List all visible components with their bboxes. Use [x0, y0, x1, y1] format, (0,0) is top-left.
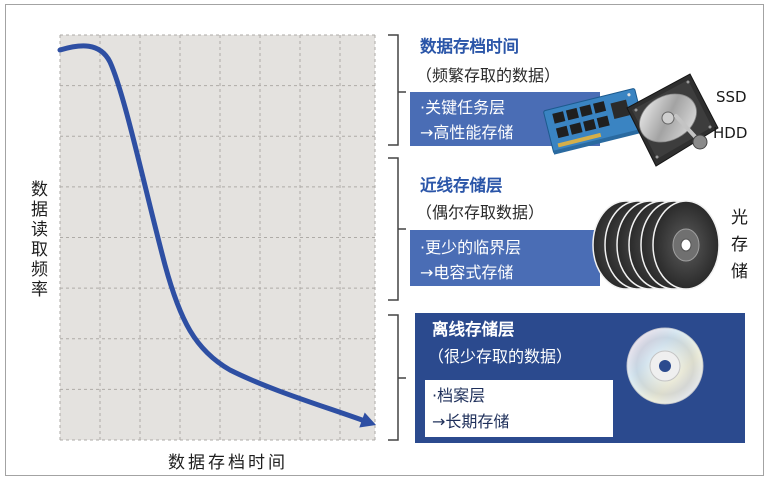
frequency-curve: [57, 43, 365, 423]
y-axis-label: 数据读取频率: [27, 180, 47, 300]
offline-tier-inner-box: [425, 380, 613, 437]
cd-icon: [626, 327, 704, 405]
tier-nearline-title: 近线存储层: [420, 176, 503, 195]
optical-disc-stack-icon: [592, 200, 720, 290]
ssd-icon: [543, 88, 646, 155]
tier-online-title: 数据存档时间: [420, 37, 519, 56]
tier-offline-line-1: ·档案层: [432, 386, 486, 405]
tier-bracket-offline: [388, 314, 406, 441]
tier-nearline-line-1: ·更少的临界层: [420, 238, 522, 257]
chart-area: [57, 34, 376, 441]
tier-bracket-nearline: [388, 157, 406, 301]
x-axis-label: 数据存档时间: [168, 453, 288, 473]
tier-online-line-2: →高性能存储: [420, 123, 514, 142]
nearline-tier-box: [410, 230, 600, 286]
tier-offline-subtitle: （很少存取的数据）: [428, 347, 573, 366]
tier-nearline-line-2: →电容式存储: [420, 263, 514, 282]
figure-frame: [5, 4, 764, 476]
curve-arrowhead: [359, 412, 376, 428]
tier-online-line-1: ·关键任务层: [420, 98, 506, 117]
grid: [59, 34, 376, 441]
hdd-label: HDD: [713, 124, 748, 142]
optical-storage-label: 光存储: [727, 208, 747, 289]
tier-bracket-online: [388, 34, 406, 146]
tier-offline-title: 离线存储层: [432, 320, 515, 339]
tier-offline-line-2: →长期存储: [432, 412, 510, 431]
tier-nearline-subtitle: （偶尔存取数据）: [416, 203, 545, 222]
tier-brackets: [388, 34, 406, 441]
tier-online-subtitle: （频繁存取的数据）: [416, 66, 561, 85]
hdd-icon: [626, 73, 719, 167]
ssd-label: SSD: [716, 88, 747, 106]
